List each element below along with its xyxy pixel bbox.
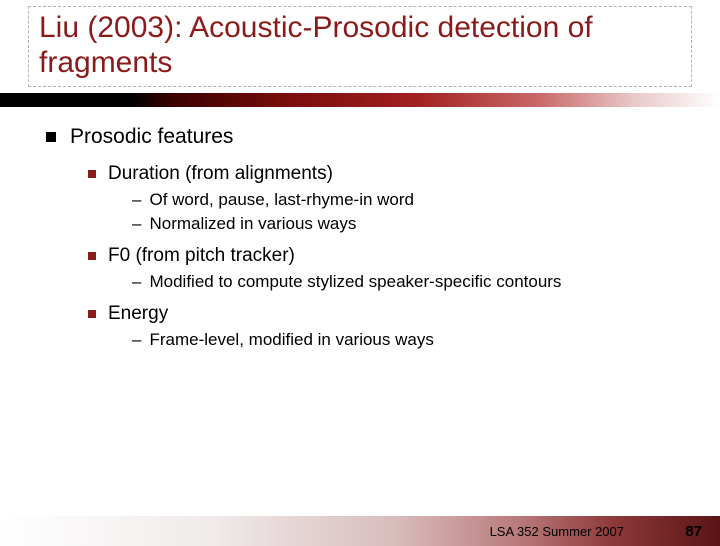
bullet-level2: F0 (from pitch tracker) <box>88 245 688 267</box>
page-number: 87 <box>685 523 702 540</box>
bullet-text: Frame-level, modified in various ways <box>149 329 433 351</box>
bullet-text: Normalized in various ways <box>149 213 356 235</box>
bullet-text: F0 (from pitch tracker) <box>108 245 295 267</box>
square-bullet-icon <box>46 132 56 142</box>
bullet-level3: – Normalized in various ways <box>132 213 688 235</box>
footer-text: LSA 352 Summer 2007 <box>490 524 624 539</box>
bullet-level3: – Frame-level, modified in various ways <box>132 329 688 351</box>
title-box: Liu (2003): Acoustic-Prosodic detection … <box>28 6 692 87</box>
bullet-level3: – Modified to compute stylized speaker-s… <box>132 271 688 293</box>
dash-bullet-icon: – <box>132 271 141 293</box>
square-bullet-icon <box>88 310 96 318</box>
bullet-text: Duration (from alignments) <box>108 163 333 185</box>
square-bullet-icon <box>88 252 96 260</box>
content-area: Prosodic features Duration (from alignme… <box>0 107 720 351</box>
dash-bullet-icon: – <box>132 189 141 211</box>
bullet-text: Modified to compute stylized speaker-spe… <box>149 271 561 293</box>
dash-bullet-icon: – <box>132 213 141 235</box>
bullet-level2: Duration (from alignments) <box>88 163 688 185</box>
square-bullet-icon <box>88 170 96 178</box>
title-divider <box>0 93 720 107</box>
bullet-level2: Energy <box>88 303 688 325</box>
bullet-level3: – Of word, pause, last-rhyme-in word <box>132 189 688 211</box>
bullet-text: Energy <box>108 303 168 325</box>
slide-title: Liu (2003): Acoustic-Prosodic detection … <box>39 11 681 80</box>
bullet-text: Of word, pause, last-rhyme-in word <box>149 189 414 211</box>
bullet-level1: Prosodic features <box>46 125 688 149</box>
dash-bullet-icon: – <box>132 329 141 351</box>
bullet-text: Prosodic features <box>70 125 233 149</box>
